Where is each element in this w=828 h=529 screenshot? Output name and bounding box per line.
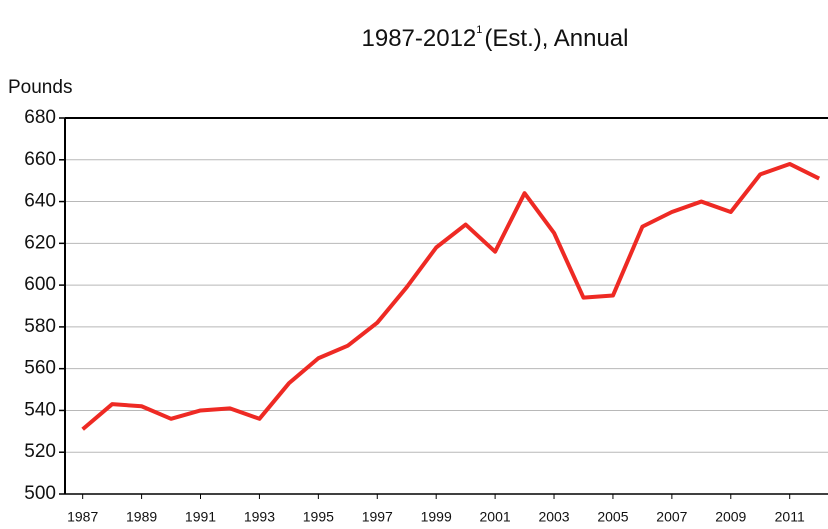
y-tick-label: 660: [24, 149, 56, 170]
y-tick-label: 640: [24, 191, 56, 212]
x-tick-label: 2011: [775, 509, 805, 525]
title-main: 1987-2012: [362, 25, 477, 52]
x-tick-label: 2001: [480, 509, 511, 525]
y-tick-label: 540: [24, 399, 56, 420]
y-tick-label: 580: [24, 316, 56, 337]
data-line: [81, 161, 821, 431]
y-tick-label: 560: [24, 358, 56, 379]
y-tick-label: 620: [24, 232, 56, 253]
x-tick-label: 2009: [715, 509, 746, 525]
x-tick-label: 1999: [421, 509, 452, 525]
x-tick-label: 1987: [67, 509, 98, 525]
x-tick-label: 1989: [126, 509, 157, 525]
chart-title: 1987-20121(Est.), Annual: [362, 24, 629, 52]
x-tick-label: 2003: [538, 509, 569, 525]
y-tick-label: 500: [24, 483, 56, 504]
x-tick-label: 1991: [185, 509, 216, 525]
x-tick-label: 1995: [303, 509, 334, 525]
y-tick-label: 600: [24, 274, 56, 295]
x-tick-label: 2007: [656, 509, 687, 525]
y-tick-label: 520: [24, 441, 56, 462]
title-footnote: 1: [476, 24, 482, 36]
x-tick-label: 2005: [597, 509, 628, 525]
y-tick-label: 680: [24, 107, 56, 128]
x-tick-label: 1993: [244, 509, 275, 525]
x-tick-label: 1997: [362, 509, 393, 525]
title-suffix: (Est.), Annual: [484, 25, 628, 52]
y-axis-label: Pounds: [8, 77, 72, 98]
